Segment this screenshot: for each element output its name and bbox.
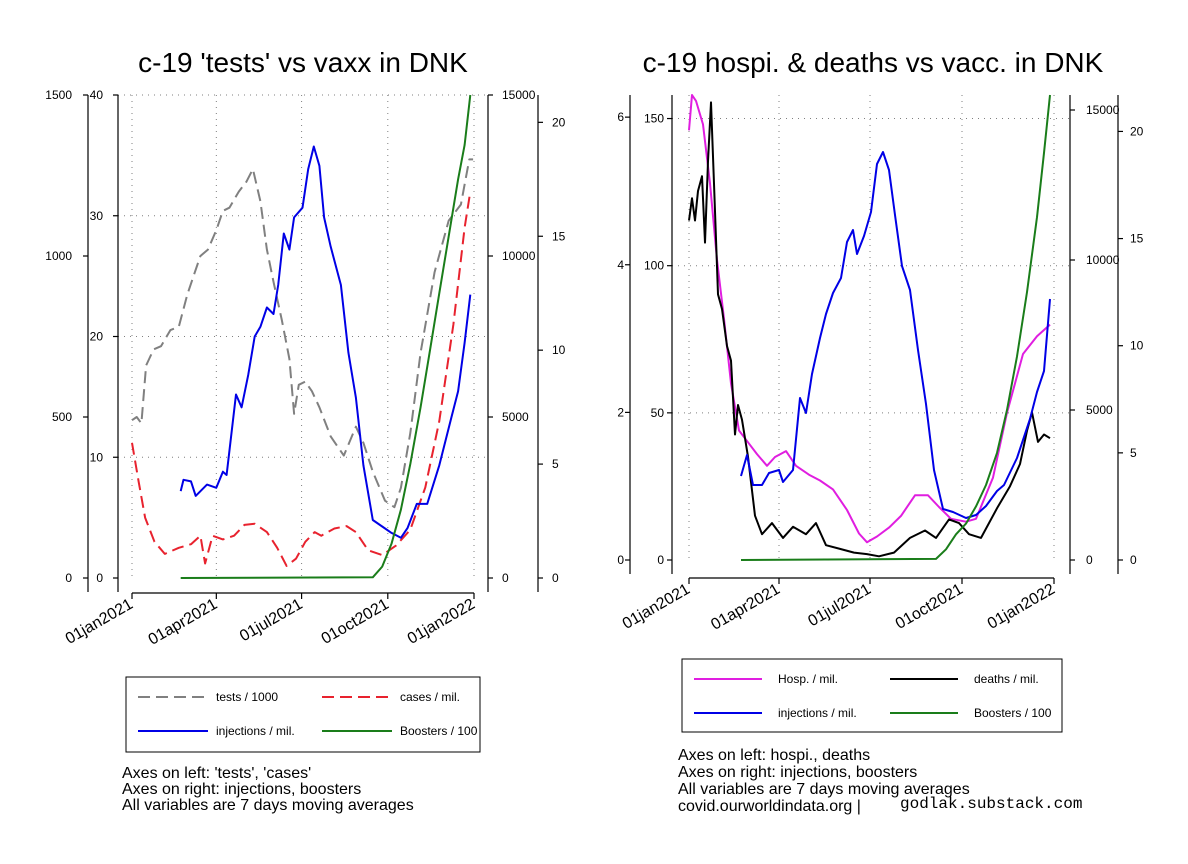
y-tick-label: 20 — [552, 115, 566, 129]
x-tick-label: 01jan2022 — [985, 581, 1058, 633]
x-axis: 01jan2021 01apr2021 01jul2021 01oct2021 01ja… — [63, 592, 478, 649]
y-tick-label: 100 — [644, 259, 664, 273]
axis-left-outer: 0 2 4 6 — [617, 95, 631, 574]
series-group — [131, 94, 474, 579]
legend-label: cases / mil. — [400, 690, 460, 704]
y-tick-label: 15000 — [1086, 103, 1120, 117]
y-tick-label: 0 — [96, 571, 103, 585]
y-tick-label: 10000 — [1086, 253, 1120, 267]
y-tick-label: 50 — [651, 406, 665, 420]
chart-panel-1: c-19 'tests' vs vaxx in DNK0500100015000… — [45, 47, 565, 814]
y-tick-label: 5000 — [1086, 403, 1113, 417]
series-line-injections-mil — [740, 151, 1051, 519]
legend-box — [681, 658, 1063, 733]
footnote-line: Axes on right: injections, boosters — [678, 764, 917, 781]
x-tick-label: 01oct2021 — [893, 581, 966, 633]
gridlines — [672, 95, 1070, 560]
series-line-boosters — [180, 94, 472, 579]
y-tick-label: 4 — [617, 258, 624, 272]
footnote-line: Axes on right: injections, boosters — [122, 781, 361, 798]
footnote-line: Axes on left: hospi., deaths — [678, 747, 870, 764]
y-tick-label: 5 — [1130, 446, 1137, 460]
y-tick-label: 0 — [657, 553, 664, 567]
series-line-deaths-mil — [688, 101, 1051, 558]
signature: godlak.substack.com — [900, 795, 1082, 813]
legend-label: Boosters / 100 — [974, 706, 1052, 720]
chart-title: c-19 'tests' vs vaxx in DNK — [138, 47, 468, 78]
series-line-boosters — [740, 94, 1051, 561]
axis-right-inner: 0 5000 10000 15000 — [487, 88, 536, 592]
legend-label: injections / mil. — [216, 724, 295, 738]
y-tick-label: 15000 — [502, 88, 536, 102]
x-tick-label: 01apr2021 — [708, 581, 783, 634]
y-tick-label: 20 — [90, 330, 104, 344]
axis-right-inner: 0 5000 10000 15000 — [1069, 95, 1120, 574]
legend-label: injections / mil. — [778, 706, 857, 720]
y-tick-label: 10000 — [502, 249, 536, 263]
x-tick-label: 01jan2021 — [620, 581, 693, 633]
legend-box — [125, 676, 481, 753]
gridlines — [118, 94, 488, 578]
y-tick-label: 0 — [552, 571, 559, 585]
chart-title: c-19 hospi. & deaths vs vacc. in DNK — [643, 47, 1104, 78]
y-tick-label: 30 — [90, 209, 104, 223]
chart-panel-2: c-19 hospi. & deaths vs vacc. in DNK 0 2 4 6… — [617, 47, 1143, 815]
footnote-line: All variables are 7 days moving averages — [678, 781, 970, 798]
y-tick-label: 150 — [644, 112, 664, 126]
x-tick-label: 01jan2022 — [405, 596, 478, 648]
axis-left-inner: 0 10 20 30 40 — [90, 88, 119, 592]
y-tick-label: 15 — [552, 229, 566, 243]
footnotes: Axes on left: 'tests', 'cases'Axes on ri… — [122, 765, 414, 814]
y-tick-label: 5 — [552, 457, 559, 471]
legend-label: tests / 1000 — [216, 690, 278, 704]
axis-left-outer: 0 500 1000 1500 — [45, 88, 89, 592]
x-tick-label: 01jul2021 — [805, 581, 874, 630]
y-tick-label: 15 — [1130, 232, 1144, 246]
series-line-tests — [131, 158, 474, 509]
y-tick-label: 0 — [1086, 553, 1093, 567]
series-line-injections-mil — [179, 145, 472, 539]
y-tick-label: 1000 — [45, 249, 72, 263]
series-line-hosp-mil — [688, 94, 1051, 544]
y-tick-label: 10 — [90, 450, 104, 464]
y-tick-label: 1500 — [45, 88, 72, 102]
y-tick-label: 5000 — [502, 410, 529, 424]
legend-label: Boosters / 100 — [400, 724, 478, 738]
legend-label: deaths / mil. — [974, 672, 1039, 686]
y-tick-label: 0 — [502, 571, 509, 585]
y-tick-label: 40 — [90, 88, 104, 102]
x-tick-label: 01apr2021 — [146, 596, 221, 649]
x-tick-label: 01jan2021 — [63, 596, 136, 648]
x-tick-label: 01oct2021 — [319, 596, 392, 648]
y-tick-label: 20 — [1130, 124, 1144, 138]
series-group — [688, 94, 1051, 561]
y-tick-label: 0 — [1130, 553, 1137, 567]
legend: Hosp. / mil. deaths / mil. injections / mi… — [681, 658, 1063, 733]
y-tick-label: 500 — [52, 410, 72, 424]
y-tick-label: 0 — [617, 553, 624, 567]
y-tick-label: 10 — [1130, 339, 1144, 353]
axis-left-inner: 0 50 100 150 — [644, 95, 673, 574]
legend: tests / 1000 cases / mil. injections / mil… — [125, 676, 481, 753]
series-line-cases-mil — [131, 191, 472, 567]
x-axis: 01jan2021 01apr2021 01jul2021 01oct2021 01ja… — [620, 577, 1058, 634]
footnote-line: All variables are 7 days moving averages — [122, 797, 414, 814]
x-tick-label: 01jul2021 — [237, 596, 306, 645]
y-tick-label: 0 — [65, 571, 72, 585]
axis-right-outer: 0 5 10 15 20 — [537, 95, 566, 592]
y-tick-label: 2 — [617, 405, 624, 419]
y-tick-label: 10 — [552, 343, 566, 357]
footnote-line: Axes on left: 'tests', 'cases' — [122, 765, 311, 782]
axis-right-outer: 0 5 10 15 20 — [1117, 95, 1144, 574]
legend-label: Hosp. / mil. — [778, 672, 838, 686]
y-tick-label: 6 — [617, 110, 624, 124]
footnote-line: covid.ourworldindata.org | — [678, 798, 861, 815]
